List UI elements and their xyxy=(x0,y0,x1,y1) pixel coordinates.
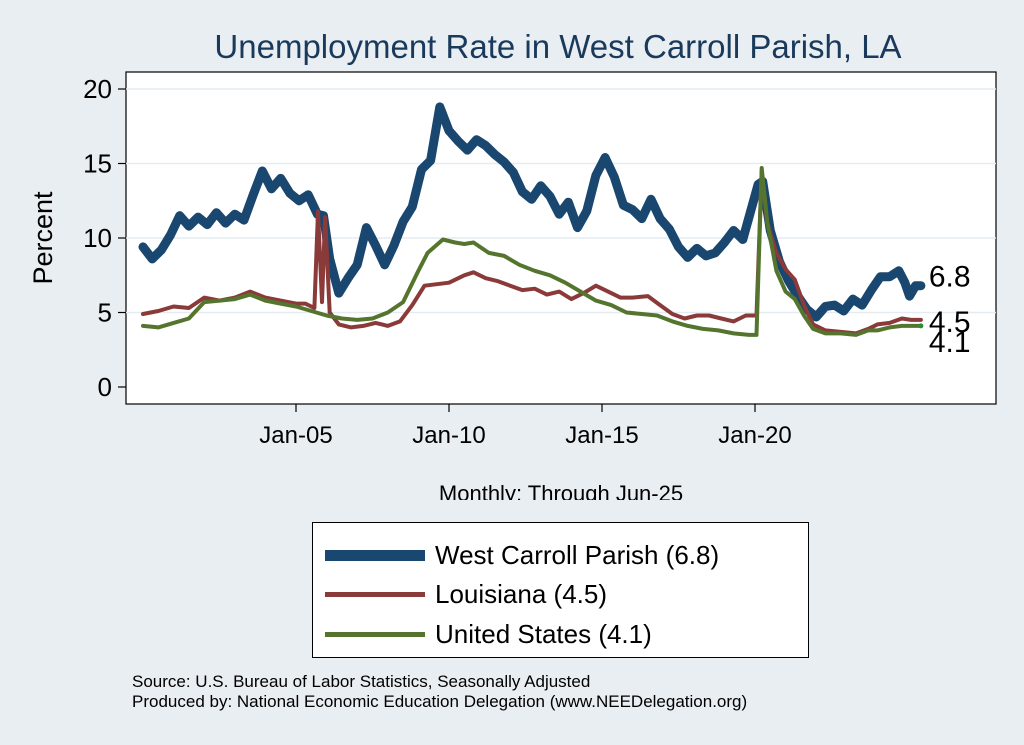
chart: Unemployment Rate in West Carroll Parish… xyxy=(28,28,997,500)
end-labels: 6.8 4.54.1 xyxy=(918,261,971,359)
y-axis: 0 5 10 15 20 xyxy=(83,74,126,402)
legend-item-west-carroll: West Carroll Parish (6.8) xyxy=(313,535,719,575)
end-label-louisiana: 4.5 xyxy=(929,306,971,339)
series-line-united-states xyxy=(141,166,923,337)
source-line: Source: U.S. Bureau of Labor Statistics,… xyxy=(132,672,591,691)
legend-item-louisiana: Louisiana (4.5) xyxy=(313,574,607,614)
y-tick-label: 15 xyxy=(83,149,112,179)
legend: West Carroll Parish (6.8) Louisiana (4.5… xyxy=(312,522,809,658)
x-tick-label: Jan-20 xyxy=(718,422,791,449)
series-lines xyxy=(138,102,926,337)
x-tick-label: Jan-05 xyxy=(259,422,332,449)
y-axis-label: Percent xyxy=(28,191,58,285)
legend-label-united-states: United States (4.1) xyxy=(435,618,652,649)
end-label-united-states: 4.1 xyxy=(929,326,971,359)
legend-label-louisiana: Louisiana (4.5) xyxy=(435,578,607,609)
series-line-louisiana xyxy=(141,169,923,336)
legend-label-west-carroll: West Carroll Parish (6.8) xyxy=(435,539,720,570)
y-tick-label: 5 xyxy=(98,298,112,328)
producer-line: Produced by: National Economic Education… xyxy=(132,692,748,711)
y-tick-label: 0 xyxy=(98,372,112,402)
source-note: Source: U.S. Bureau of Labor Statistics,… xyxy=(132,672,747,712)
x-tick-label: Jan-15 xyxy=(565,422,638,449)
x-axis-label: Monthly: Through Jun-25 xyxy=(439,481,683,500)
end-label-west-carroll: 6.8 xyxy=(929,261,971,294)
x-axis: Jan-05 Jan-10 Jan-15 Jan-20 xyxy=(259,404,792,449)
end-point-marker xyxy=(918,323,924,329)
legend-item-united-states: United States (4.1) xyxy=(313,614,652,654)
grid-lines xyxy=(126,88,996,314)
y-tick-label: 10 xyxy=(83,223,112,253)
chart-title: Unemployment Rate in West Carroll Parish… xyxy=(214,28,901,65)
y-tick-label: 20 xyxy=(83,74,112,104)
x-tick-label: Jan-10 xyxy=(412,422,485,449)
legend-swatch-west-carroll xyxy=(325,549,425,561)
legend-swatch-louisiana xyxy=(325,591,425,597)
legend-swatch-united-states xyxy=(325,631,425,637)
